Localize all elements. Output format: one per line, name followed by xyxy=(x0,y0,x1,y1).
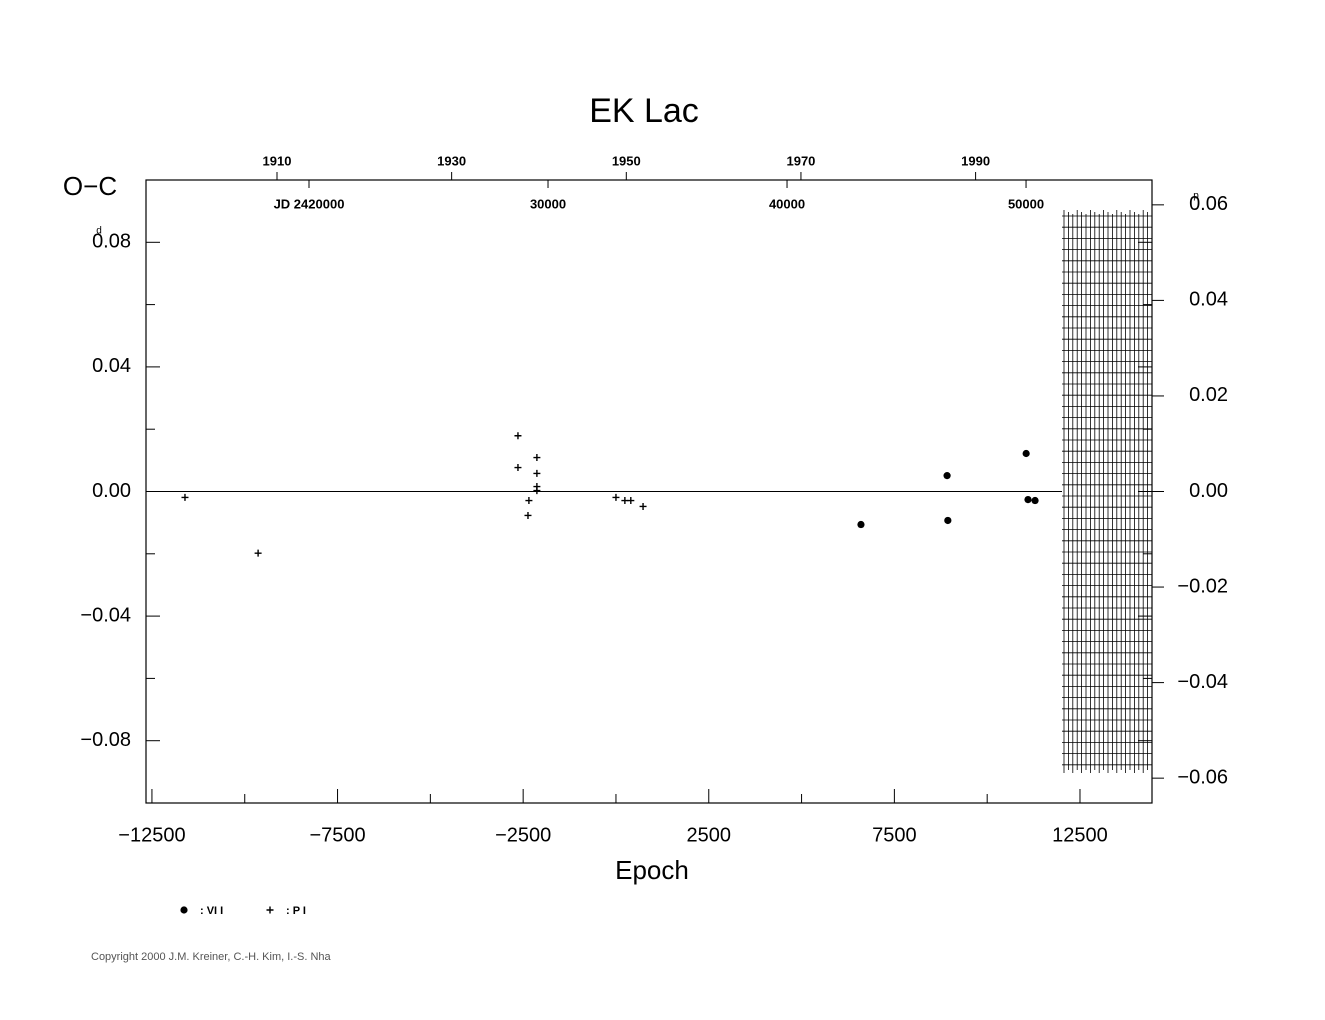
y-tick-label: −0.04 xyxy=(80,604,131,626)
x-tick-label: −12500 xyxy=(118,824,185,846)
point xyxy=(857,520,865,529)
point xyxy=(639,502,647,510)
y2-tick-label: 0.04 xyxy=(1189,289,1228,311)
y2-tick-label: −0.04 xyxy=(1177,671,1228,693)
point xyxy=(533,454,541,462)
y-tick-label: 0.00 xyxy=(92,480,131,502)
point xyxy=(524,511,532,519)
top-tick-label: 1990 xyxy=(961,153,990,168)
x-tick-label: 12500 xyxy=(1052,824,1108,846)
point xyxy=(181,493,189,501)
top-tick-label: JD 2420000 xyxy=(274,196,345,211)
y2-tick-label: −0.06 xyxy=(1177,766,1228,788)
point xyxy=(533,487,541,495)
y-unit: d xyxy=(96,226,102,237)
point xyxy=(627,497,635,505)
legend-marker xyxy=(266,906,274,914)
top-tick-label: 1970 xyxy=(786,153,815,168)
point xyxy=(514,464,522,472)
point xyxy=(1024,495,1032,504)
x-tick-label: 7500 xyxy=(872,824,917,846)
top-tick-label: 50000 xyxy=(1008,196,1044,211)
legend-marker xyxy=(180,906,188,914)
top-tick-label: 40000 xyxy=(769,196,805,211)
point xyxy=(1031,496,1039,505)
point xyxy=(533,469,541,477)
y-tick-label: −0.08 xyxy=(80,729,131,751)
point xyxy=(943,472,951,480)
copyright: Copyright 2000 J.M. Kreiner, C.-H. Kim, … xyxy=(91,951,332,963)
y2-unit: p xyxy=(1193,191,1199,202)
point xyxy=(1022,449,1030,458)
point xyxy=(621,497,629,505)
y2-tick-label: 0.00 xyxy=(1189,480,1228,502)
y2-tick-label: 0.02 xyxy=(1189,384,1228,406)
top-tick-label: 30000 xyxy=(530,196,566,211)
x-tick-label: −2500 xyxy=(495,824,551,846)
y-tick-label: 0.04 xyxy=(92,355,131,377)
point xyxy=(525,497,533,505)
y-tick-label: 0.08 xyxy=(92,231,131,253)
top-tick-label: 1930 xyxy=(437,153,466,168)
point xyxy=(944,516,952,525)
x-axis-label: Epoch xyxy=(615,855,689,885)
point xyxy=(254,549,262,557)
y-axis-label: O−C xyxy=(63,171,117,201)
y2-tick-label: 0.06 xyxy=(1189,193,1228,215)
point xyxy=(514,432,522,440)
x-tick-label: −7500 xyxy=(309,824,365,846)
chart-title: EK Lac xyxy=(589,92,699,130)
y2-tick-label: −0.02 xyxy=(1177,575,1228,597)
top-tick-label: 1950 xyxy=(612,153,641,168)
legend-label: : P I xyxy=(286,905,306,917)
x-tick-label: 2500 xyxy=(687,824,732,846)
point xyxy=(612,493,620,501)
top-tick-label: 1910 xyxy=(263,153,292,168)
legend-label: : VI I xyxy=(200,905,223,917)
